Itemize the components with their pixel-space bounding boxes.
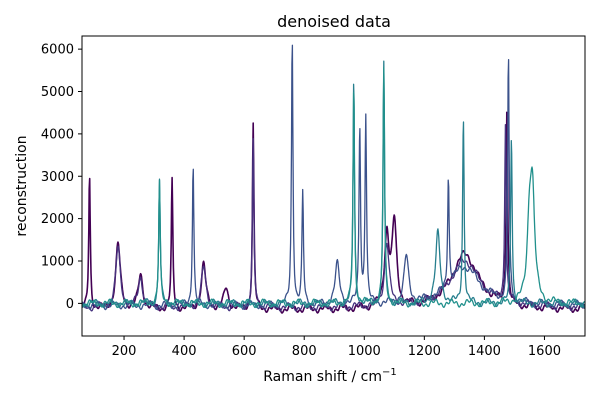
y-tick-label: 5000 [41, 85, 74, 100]
x-axis-label-text: Raman shift / cm [263, 369, 382, 385]
y-tick-label: 6000 [41, 43, 74, 58]
y-tick-label: 4000 [41, 127, 74, 142]
x-tick-label: 600 [232, 344, 257, 359]
y-tick-label: 3000 [41, 170, 74, 185]
spectrum-line [82, 111, 585, 314]
y-tick-label: 1000 [41, 255, 74, 270]
x-axis-ticks: 200 400 600 800 1000 1200 1400 1600 [112, 336, 561, 359]
x-tick-label: 1400 [468, 344, 501, 359]
y-tick-label: 0 [66, 297, 74, 312]
plot-lines [82, 44, 585, 314]
x-tick-label: 200 [112, 344, 137, 359]
spectrum-line [82, 44, 585, 311]
x-tick-label: 400 [172, 344, 197, 359]
x-tick-label: 800 [292, 344, 317, 359]
spectrum-line [82, 67, 585, 309]
x-tick-label: 1600 [528, 344, 561, 359]
y-axis-ticks: 0 1000 2000 3000 4000 5000 6000 [41, 43, 82, 312]
plot-frame [81, 35, 586, 337]
y-tick-label: 2000 [41, 212, 74, 227]
x-axis-label-superscript: −1 [382, 367, 397, 378]
y-axis-label: reconstruction [14, 135, 30, 236]
chart-title: denoised data [277, 12, 391, 31]
x-axis-label: Raman shift / cm−1 [263, 367, 396, 385]
x-tick-label: 1200 [408, 344, 441, 359]
x-tick-label: 1000 [348, 344, 381, 359]
